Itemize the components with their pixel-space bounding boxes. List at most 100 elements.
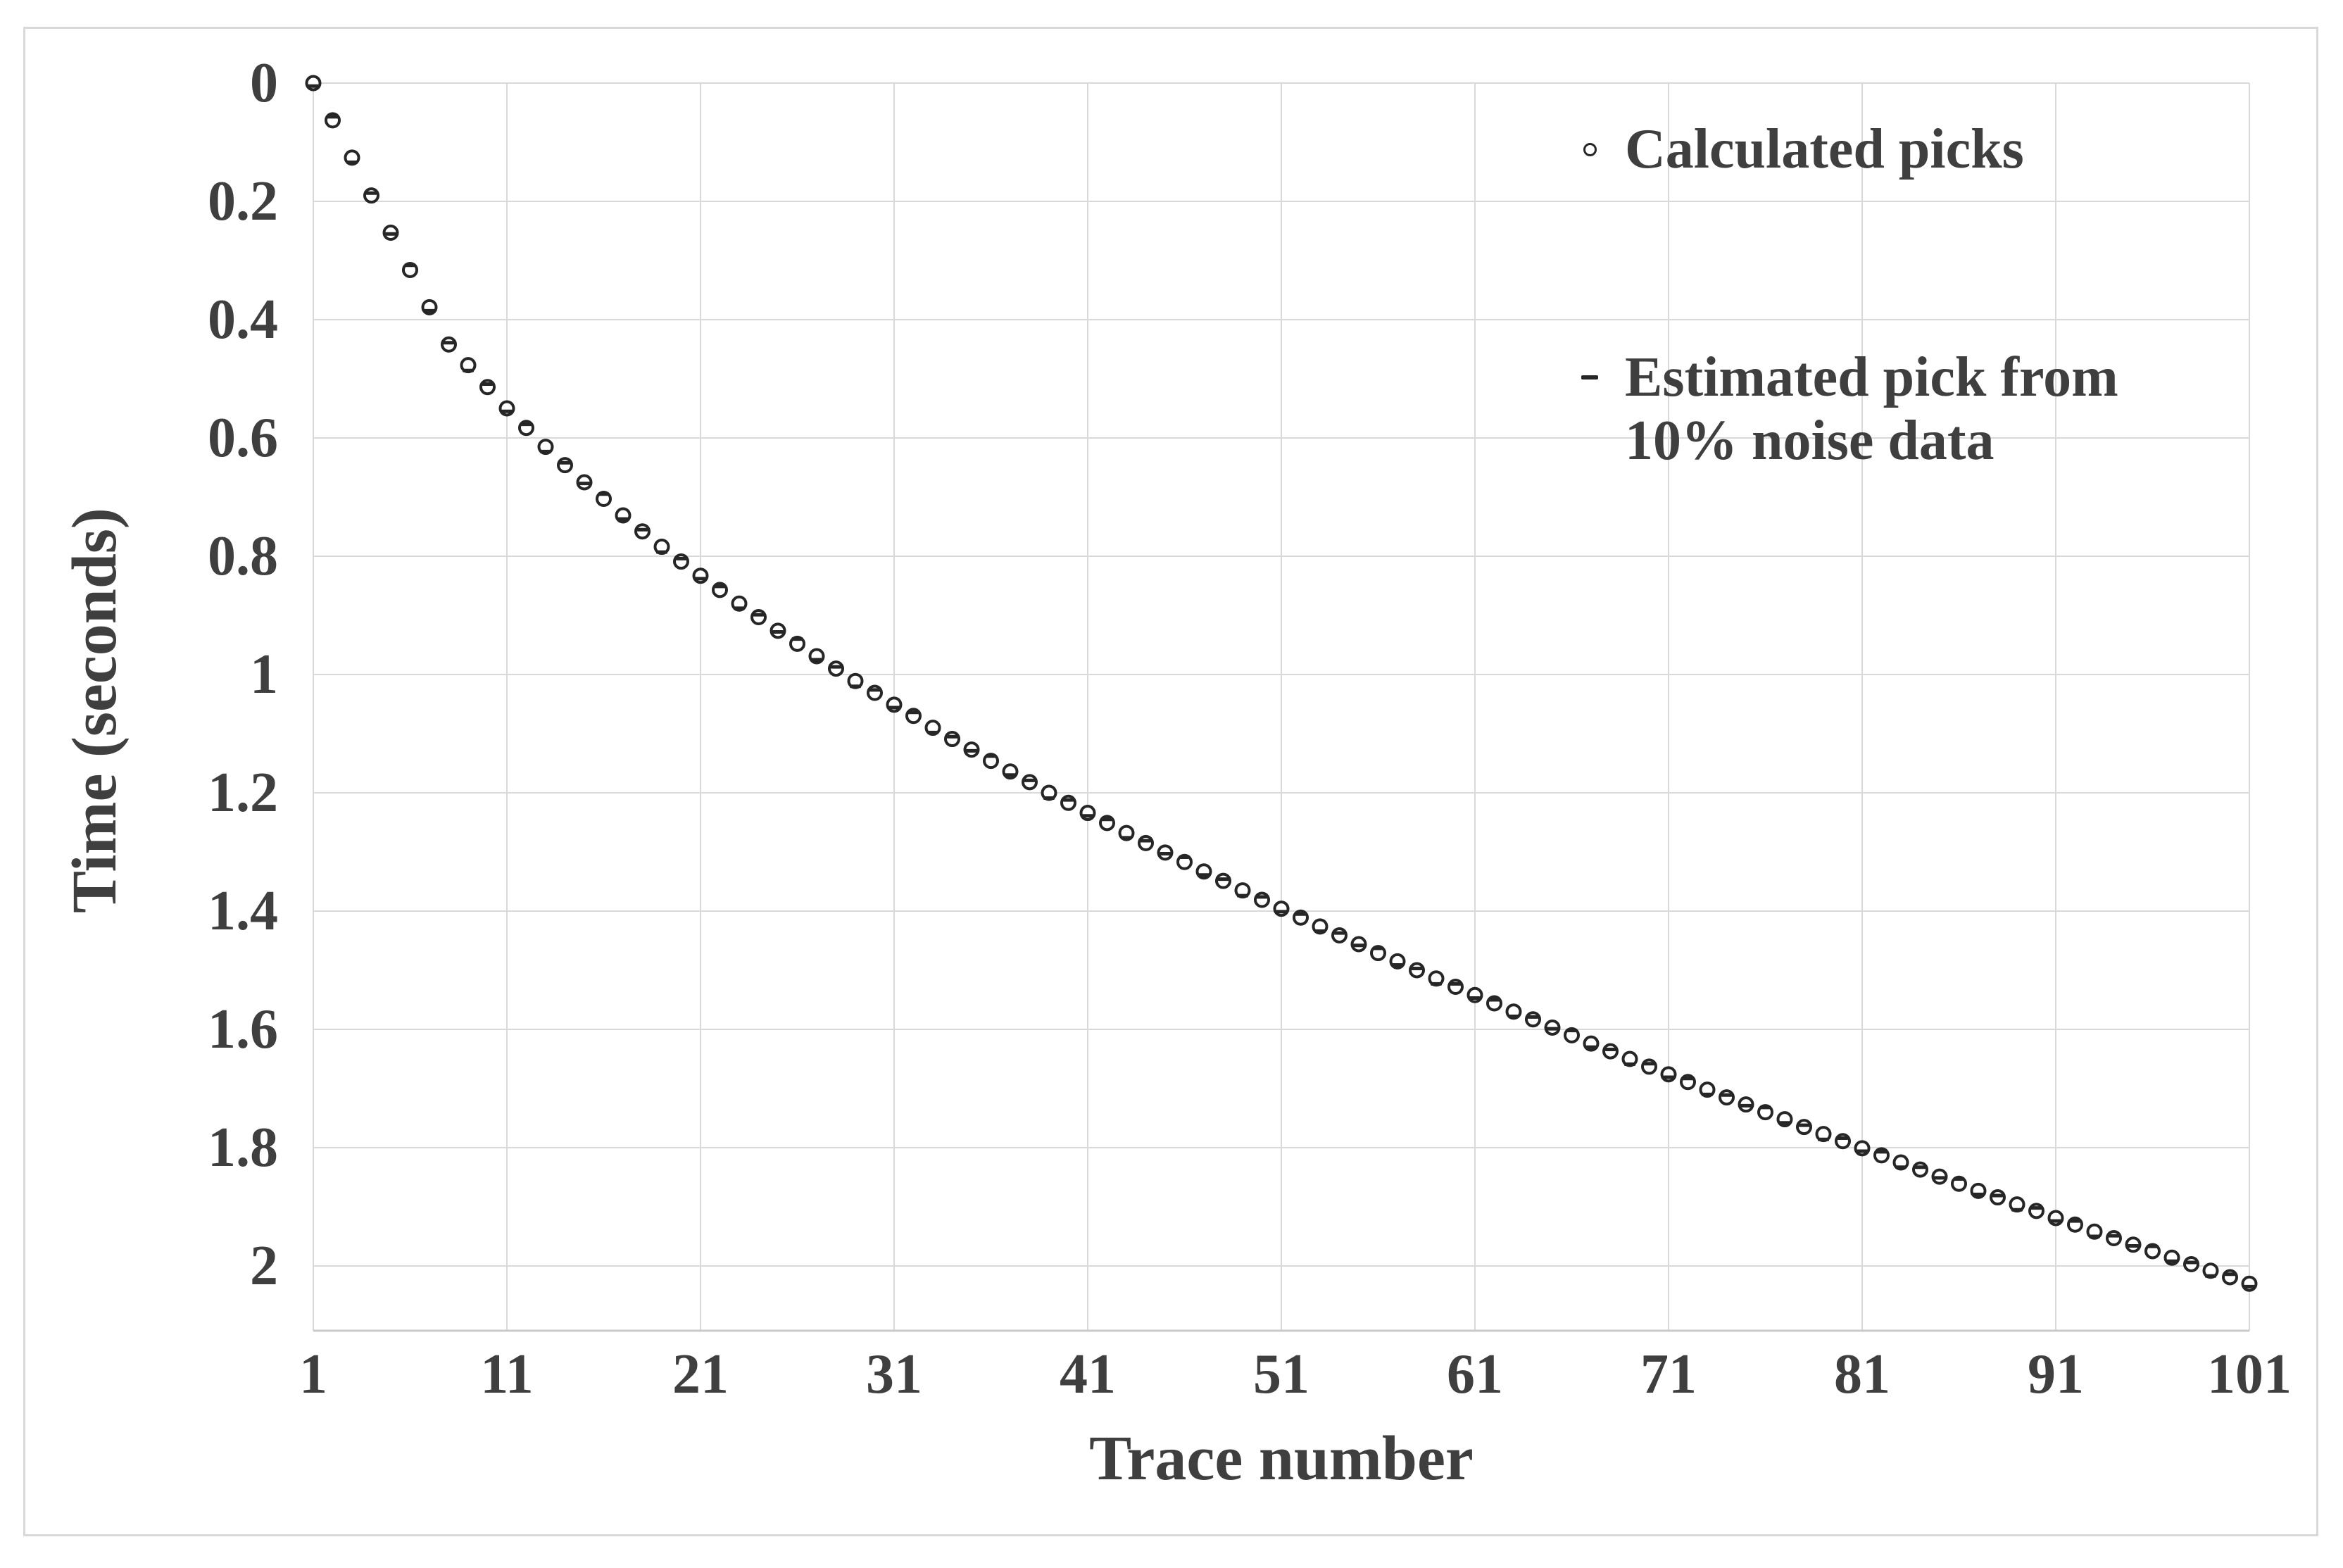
- estimated-pick-marker: [695, 577, 706, 581]
- estimated-pick-marker: [946, 734, 958, 739]
- estimated-pick-marker: [1508, 1015, 1519, 1019]
- estimated-pick-marker: [327, 115, 339, 119]
- estimated-pick-marker: [443, 341, 455, 345]
- estimated-pick-marker: [1643, 1062, 1655, 1066]
- estimated-pick-marker: [1353, 943, 1364, 948]
- estimated-pick-marker: [2050, 1219, 2061, 1223]
- x-tick-label: 61: [1447, 1343, 1503, 1405]
- calculated-pick-marker: [1409, 962, 1425, 979]
- estimated-pick-marker: [2089, 1234, 2100, 1238]
- estimated-pick-marker: [346, 161, 358, 165]
- estimated-pick-marker: [463, 368, 474, 372]
- estimated-pick-marker: [772, 630, 784, 634]
- y-tick-label: 0.6: [208, 407, 278, 469]
- estimated-pick-marker: [520, 422, 532, 427]
- calculated-pick-marker: [1022, 774, 1038, 791]
- estimated-pick-marker: [501, 409, 513, 413]
- estimated-pick-marker: [2108, 1234, 2120, 1238]
- estimated-pick-marker: [2185, 1260, 2197, 1265]
- x-tick-label: 41: [1060, 1343, 1116, 1405]
- y-tick-label: 0: [250, 52, 278, 114]
- y-tick-label: 0.4: [208, 289, 278, 351]
- estimated-pick-marker: [1392, 962, 1403, 967]
- calculated-pick-marker: [2183, 1255, 2199, 1272]
- y-tick-label: 1.4: [208, 880, 278, 942]
- calculated-pick-marker: [1796, 1119, 1812, 1136]
- calculated-pick-marker: [441, 336, 457, 353]
- estimated-pick-marker: [1798, 1123, 1810, 1127]
- estimated-pick-marker: [1295, 912, 1307, 916]
- estimated-pick-marker: [1411, 966, 1423, 970]
- y-tick-label: 0.8: [208, 525, 278, 587]
- estimated-pick-marker: [1663, 1075, 1674, 1079]
- estimated-pick-marker: [2011, 1208, 2023, 1212]
- calculated-pick-marker: [1602, 1043, 1619, 1060]
- estimated-pick-marker: [1973, 1192, 1984, 1196]
- x-tick-label: 1: [299, 1343, 327, 1405]
- y-tick-label: 1.2: [208, 762, 278, 824]
- y-tick-label: 1.6: [208, 998, 278, 1060]
- estimated-pick-marker: [1121, 836, 1132, 840]
- estimated-pick-marker: [1082, 814, 1093, 818]
- estimated-pick-marker: [675, 556, 687, 560]
- estimated-pick-marker: [1043, 796, 1055, 801]
- estimated-pick-marker: [830, 665, 842, 669]
- estimated-pick-marker: [1779, 1121, 1790, 1125]
- estimated-pick-marker: [1914, 1165, 1926, 1169]
- estimated-pick-marker: [1585, 1045, 1597, 1049]
- calculated-pick-marker: [557, 457, 573, 474]
- estimated-pick-marker: [2128, 1243, 2139, 1248]
- calculated-pick-marker: [634, 523, 651, 540]
- legend-marker-circle-icon: [1583, 143, 1597, 156]
- calculated-pick-marker: [1525, 1011, 1541, 1028]
- estimated-pick-marker: [888, 705, 900, 710]
- estimated-pick-marker: [1256, 895, 1268, 899]
- x-tick-label: 21: [672, 1343, 729, 1405]
- estimated-pick-marker: [927, 730, 938, 734]
- estimated-pick-marker: [2166, 1259, 2178, 1263]
- estimated-pick-marker: [791, 637, 803, 641]
- estimated-pick-marker: [1895, 1165, 1907, 1169]
- estimated-pick-marker: [1953, 1177, 1965, 1181]
- x-tick-label: 71: [1640, 1343, 1697, 1405]
- estimated-pick-marker: [1934, 1176, 1945, 1180]
- x-tick-label: 91: [2028, 1343, 2084, 1405]
- estimated-pick-marker: [559, 460, 571, 465]
- estimated-pick-marker: [966, 748, 977, 753]
- estimated-pick-marker: [1217, 877, 1229, 882]
- calculated-pick-marker: [828, 660, 844, 677]
- legend-marker-dash-icon: [1581, 375, 1598, 380]
- estimated-pick-marker: [617, 517, 629, 521]
- estimated-pick-marker: [1024, 778, 1036, 782]
- estimated-pick-marker: [2069, 1219, 2081, 1223]
- calculated-pick-marker: [750, 609, 767, 626]
- estimated-pick-marker: [1469, 996, 1481, 1000]
- estimated-pick-marker: [1992, 1193, 2004, 1198]
- estimated-pick-marker: [579, 482, 590, 486]
- x-axis-title: Trace number: [1089, 1424, 1474, 1493]
- estimated-pick-marker: [2244, 1284, 2255, 1288]
- estimated-pick-marker: [1198, 873, 1210, 877]
- estimated-pick-marker: [1179, 855, 1191, 860]
- estimated-pick-marker: [540, 449, 551, 453]
- y-tick-label: 1: [250, 644, 278, 705]
- x-tick-label: 31: [866, 1343, 922, 1405]
- calculated-pick-marker: [1990, 1189, 2006, 1206]
- y-tick-label: 2: [250, 1235, 278, 1297]
- estimated-pick-marker: [636, 527, 648, 532]
- calculated-pick-marker: [1719, 1089, 1735, 1106]
- estimated-pick-marker: [1837, 1136, 1849, 1141]
- estimated-pick-marker: [1759, 1105, 1771, 1110]
- estimated-pick-marker: [907, 710, 919, 715]
- estimated-pick-marker: [1818, 1137, 1829, 1141]
- estimated-pick-marker: [1101, 817, 1113, 822]
- estimated-pick-marker: [424, 308, 435, 313]
- estimated-pick-marker: [985, 754, 997, 758]
- estimated-pick-marker: [1333, 931, 1345, 935]
- estimated-pick-marker: [1237, 893, 1248, 898]
- estimated-pick-marker: [714, 584, 726, 589]
- estimated-pick-marker: [365, 191, 377, 195]
- calculated-pick-marker: [1331, 927, 1348, 943]
- estimated-pick-marker: [482, 382, 494, 387]
